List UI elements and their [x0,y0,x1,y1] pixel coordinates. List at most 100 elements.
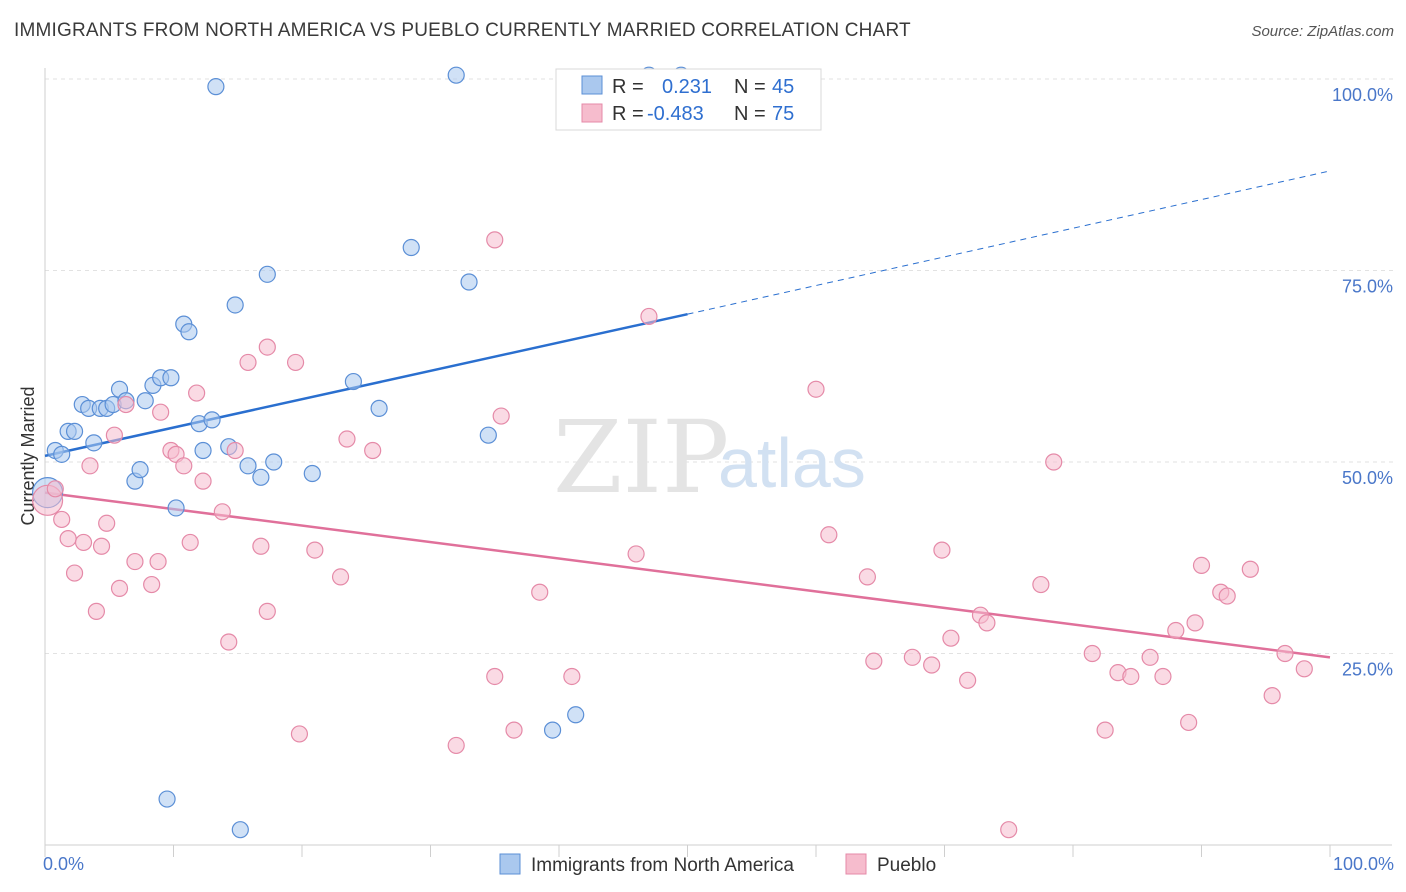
point-pueblo [258,602,276,620]
point-pueblo [563,667,581,686]
point-pueblo [81,457,99,475]
point-pueblo [149,552,167,571]
point-north-america [370,399,388,417]
point-pueblo [486,667,504,686]
point-pueblo [213,503,231,521]
point-pueblo [1218,587,1236,605]
point-pueblo [923,656,941,674]
point-north-america [239,457,257,475]
point-pueblo [175,457,193,475]
point-pueblo [1180,713,1198,732]
point-pueblo [117,395,135,414]
point-pueblo [286,353,305,372]
point-pueblo [226,441,244,460]
legend-r-value-pink: -0.483 [647,103,704,125]
point-north-america [136,392,154,410]
point-pueblo [978,614,996,632]
point-pueblo [239,353,257,372]
point-north-america [543,721,562,739]
point-pueblo [1263,687,1281,705]
legend-swatch-blue [581,75,603,95]
point-north-america [85,434,103,452]
point-north-america [180,323,198,341]
point-north-america [344,372,362,391]
point-pueblo [1276,644,1294,663]
y-tick-label: 100.0% [1332,85,1393,105]
point-pueblo [1032,575,1050,594]
legend-r-label-blue: R = [612,76,644,98]
point-pueblo [105,426,123,444]
point-north-america [65,422,84,440]
point-pueblo [1083,644,1101,663]
point-north-america [231,821,249,839]
chart-title: IMMIGRANTS FROM NORTH AMERICA VS PUEBLO … [14,20,911,41]
point-pueblo [306,541,324,559]
legend-n-value-blue: 45 [772,76,794,98]
point-pueblo [492,407,510,425]
point-pueblo [181,533,199,552]
point-pueblo [1192,556,1211,575]
point-pueblo [1045,453,1063,471]
point-pueblo [1096,721,1114,739]
point-pueblo [65,564,84,582]
point-north-america [194,441,212,460]
bottom-legend-label-pink: Pueblo [877,855,936,876]
trend-layer [44,170,1331,659]
point-pueblo [865,652,883,670]
trend-line-blue-extension [687,170,1331,315]
y-tick-label: 25.0% [1342,660,1393,680]
point-pueblo [1241,560,1259,578]
legend-swatch-pink [581,103,603,123]
point-north-america [402,238,420,257]
point-pueblo [531,583,549,601]
point-north-america [252,468,270,486]
point-pueblo [53,510,71,529]
point-pueblo [87,602,106,620]
point-north-america [479,426,497,444]
point-pueblo [447,736,465,755]
legend-n-value-pink: 75 [772,103,794,125]
point-pueblo [1295,660,1313,678]
point-north-america [207,78,225,96]
point-pueblo [252,537,270,555]
point-north-america [447,66,465,84]
trend-line-pink [44,491,1331,659]
point-pueblo [152,403,170,421]
y-tick-label: 50.0% [1342,468,1393,488]
legend-n-label-pink: N = [734,103,766,125]
point-north-america [258,265,276,283]
point-pueblo [1141,648,1159,666]
chart-source: Source: ZipAtlas.com [1251,23,1394,40]
bottom-legend-swatch-pink [845,853,867,875]
point-north-america [265,453,283,471]
point-pueblo [126,552,144,571]
point-pueblo [1122,667,1140,686]
point-pueblo [505,721,523,739]
point-pueblo [46,480,64,498]
point-north-america [460,273,478,291]
legend-n-label-blue: N = [734,76,766,98]
point-pueblo [194,472,212,490]
bottom-legend-swatch-blue [499,853,521,875]
point-pueblo [110,579,129,597]
legend-box: R = 0.231 N = 45 R = -0.483 N = 75 [555,68,822,131]
legend-r-label-pink: R = [612,103,644,125]
point-pueblo [1167,621,1185,640]
point-north-america [158,790,176,808]
watermark-zip: ZIP [553,399,729,516]
point-pueblo [143,575,161,594]
point-pueblo [338,430,356,448]
point-north-america [53,445,71,463]
point-north-america [303,464,321,483]
point-pueblo [903,648,921,666]
bottom-legend: Immigrants from North America Pueblo [499,853,936,876]
axes-layer: 25.0% 50.0% 75.0% 100.0% 0.0% 100.0% [43,68,1394,874]
point-pueblo [1154,667,1172,686]
point-north-america [131,461,149,479]
point-pueblo [486,231,504,249]
point-pueblo [98,514,116,532]
point-north-america [567,706,585,724]
legend-r-value-blue: 0.231 [662,76,712,98]
watermark-atlas: atlas [718,424,866,502]
